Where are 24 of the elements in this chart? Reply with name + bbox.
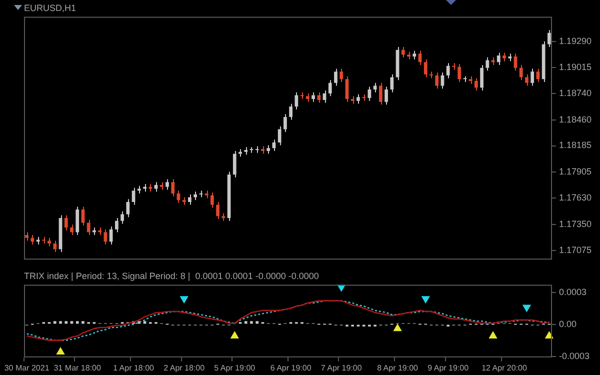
y-tick-label: 1.18740	[559, 88, 592, 98]
y-tick-label: 1.17075	[559, 245, 592, 256]
x-tick-label: 30 Mar 2021	[4, 363, 50, 372]
y-tick-label: 0.0003	[559, 286, 587, 297]
x-tick-label: 6 Apr 19:00	[270, 363, 312, 372]
x-tick-label: 7 Apr 19:00	[320, 363, 362, 372]
x-tick-label: 1 Apr 18:00	[113, 363, 155, 372]
chart-title: EURUSD,H1	[24, 2, 76, 13]
y-tick-label: 1.17350	[559, 219, 592, 230]
y-tick-label: 1.17630	[559, 192, 592, 203]
y-tick-label: 1.19290	[559, 36, 592, 46]
x-tick-label: 12 Apr 20:00	[482, 363, 528, 372]
y-tick-label: 1.18460	[559, 114, 592, 124]
y-tick-label: -0.0003	[559, 350, 590, 361]
chart-title: TRIX index | Period: 13, Signal Period: 8 | 0.0001 0.0001 -0.0000 -0.0000	[24, 270, 319, 281]
x-tick-label: 31 Mar 18:00	[54, 363, 102, 372]
y-tick-label: 1.18185	[559, 140, 592, 150]
x-tick-label: 9 Apr 19:00	[428, 363, 470, 372]
y-tick-label: 1.17905	[559, 166, 592, 177]
y-tick-label: 1.19015	[559, 62, 592, 72]
x-tick-label: 5 Apr 19:00	[214, 363, 256, 372]
x-tick-label: 2 Apr 18:00	[164, 363, 206, 372]
x-tick-label: 8 Apr 19:00	[377, 363, 419, 372]
y-tick-label: 0.00	[559, 318, 577, 329]
